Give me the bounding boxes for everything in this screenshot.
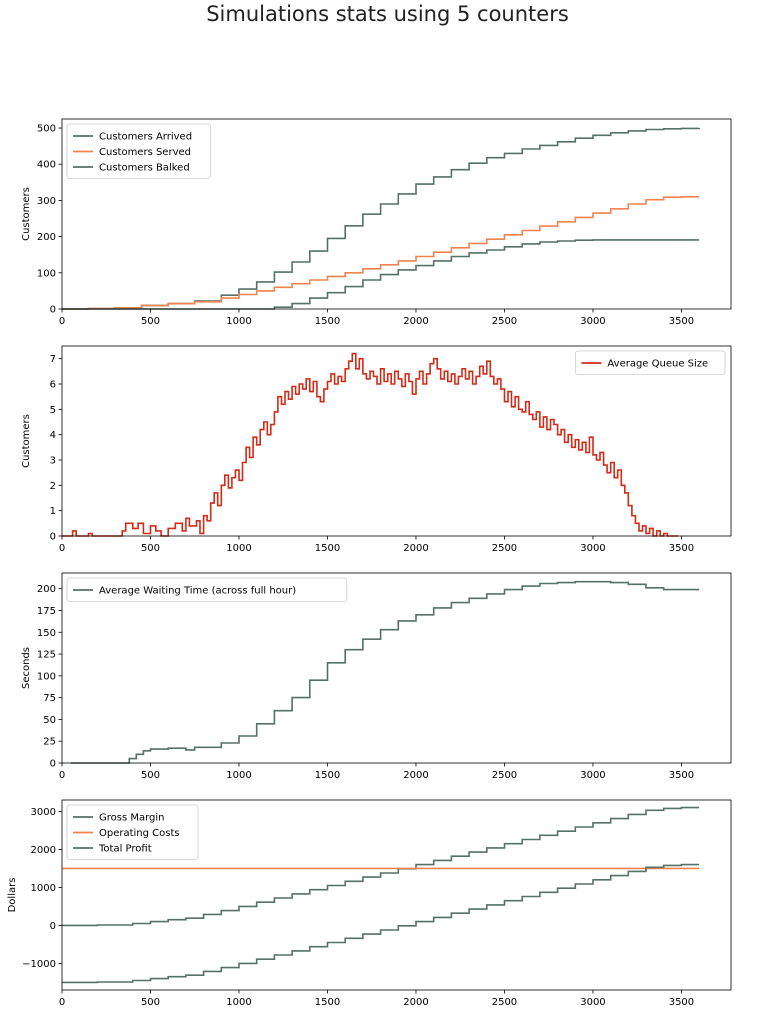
- x-tick-label: 2500: [492, 770, 517, 781]
- y-tick-label: 1000: [31, 883, 56, 894]
- x-tick-label: 500: [141, 543, 160, 554]
- legend-box: [66, 577, 348, 602]
- x-tick-label: 3500: [669, 770, 694, 781]
- x-tick-label: 0: [59, 316, 65, 327]
- legend-box: [66, 123, 211, 179]
- legend-label-total-profit: Total Profit: [98, 844, 152, 855]
- y-axis-label: Customers: [21, 187, 32, 241]
- subplot-waiting-time: 0 500 1000 1500 2000 2500 3000 3500 0 25 50 75 100 12…: [21, 572, 732, 781]
- legend-label-customers-balked: Customers Balked: [99, 163, 190, 174]
- y-tick-label: 200: [37, 232, 56, 243]
- y-axis-label: Seconds: [21, 647, 32, 689]
- subplot-arrivals: 0 500 1000 1500 2000 2500 3000 3500 0 100 200 300 40…: [21, 118, 732, 327]
- y-axis-label: Dollars: [7, 878, 18, 913]
- x-tick-label: 1000: [226, 316, 251, 327]
- x-tick-label: 500: [141, 770, 160, 781]
- y-tick-label: −1000: [22, 959, 56, 970]
- legend-label-customers-arrived: Customers Arrived: [99, 132, 192, 143]
- legend: Average Waiting Time (across full hour): [66, 577, 348, 602]
- y-tick-label: 150: [37, 628, 56, 639]
- y-tick-label: 500: [37, 124, 56, 135]
- y-tick-label: 400: [37, 160, 56, 171]
- x-tick-label: 2500: [492, 543, 517, 554]
- y-tick-label: 0: [50, 921, 56, 932]
- y-tick-label: 125: [37, 650, 56, 661]
- y-tick-label: 75: [43, 693, 56, 704]
- axes-frame: [61, 572, 732, 764]
- legend: Gross Margin Operating Costs Total Profit: [66, 804, 199, 860]
- legend: Average Queue Size: [575, 350, 726, 375]
- y-tick-label: 100: [37, 671, 56, 682]
- x-tick-label: 1500: [315, 543, 340, 554]
- series-line-total-profit: [62, 863, 700, 984]
- x-tick-label: 1000: [226, 543, 251, 554]
- y-tick-label: 50: [43, 715, 56, 726]
- legend-label-gross-margin: Gross Margin: [99, 813, 165, 824]
- x-tick-label: 2000: [403, 770, 428, 781]
- x-tick-label: 500: [141, 997, 160, 1008]
- legend: Customers Arrived Customers Served Custome…: [66, 123, 211, 179]
- figure-title: Simulations stats using 5 counters: [206, 2, 569, 26]
- y-tick-label: 100: [37, 268, 56, 279]
- y-tick-label: 3000: [31, 807, 56, 818]
- x-tick-label: 500: [141, 316, 160, 327]
- x-tick-label: 2000: [403, 997, 428, 1008]
- series-line-average-queue-size: [62, 352, 678, 537]
- x-tick-label: 1500: [315, 316, 340, 327]
- x-tick-label: 3000: [580, 997, 605, 1008]
- x-tick-label: 3500: [669, 543, 694, 554]
- legend-label-customers-served: Customers Served: [99, 147, 191, 158]
- x-tick-label: 1500: [315, 997, 340, 1008]
- legend-label-average-waiting-time-across-full-hour: Average Waiting Time (across full hour): [99, 586, 296, 597]
- y-tick-label: 300: [37, 196, 56, 207]
- x-tick-label: 0: [59, 770, 65, 781]
- x-tick-label: 2500: [492, 316, 517, 327]
- series-line-average-waiting-time-across-full-hour: [70, 580, 700, 764]
- x-tick-label: 3000: [580, 543, 605, 554]
- y-tick-label: 0: [50, 305, 56, 316]
- legend-box: [575, 350, 726, 375]
- legend-label-operating-costs: Operating Costs: [99, 828, 180, 839]
- y-tick-label: 200: [37, 584, 56, 595]
- x-tick-label: 0: [59, 543, 65, 554]
- series-line-customers-balked: [62, 239, 700, 310]
- y-tick-label: 2: [50, 481, 56, 492]
- axes-frame: [61, 345, 732, 537]
- x-tick-label: 0: [59, 997, 65, 1008]
- series-line-gross-margin: [62, 806, 700, 927]
- subplot-queue-size: 0 500 1000 1500 2000 2500 3000 3500 0 1 2 3 4 5 6 7 Cust…: [21, 345, 732, 554]
- legend-box: [66, 804, 199, 860]
- x-tick-label: 3000: [580, 770, 605, 781]
- legend-label-average-queue-size: Average Queue Size: [607, 359, 708, 370]
- x-tick-label: 3000: [580, 316, 605, 327]
- y-tick-label: 0: [50, 759, 56, 770]
- x-tick-label: 2000: [403, 316, 428, 327]
- y-tick-label: 4: [50, 430, 56, 441]
- y-axis-label: Customers: [21, 414, 32, 468]
- x-tick-label: 2500: [492, 997, 517, 1008]
- y-tick-label: 2000: [31, 845, 56, 856]
- x-tick-label: 3500: [669, 997, 694, 1008]
- y-tick-label: 3: [50, 456, 56, 467]
- y-tick-label: 6: [50, 380, 56, 391]
- x-tick-label: 2000: [403, 543, 428, 554]
- axes-frame: [61, 118, 732, 310]
- series-line-customers-served: [62, 196, 700, 310]
- y-tick-label: 25: [43, 737, 56, 748]
- y-tick-label: 7: [50, 354, 56, 365]
- y-tick-label: 0: [50, 532, 56, 543]
- axes-frame: [61, 799, 732, 991]
- y-tick-label: 175: [37, 606, 56, 617]
- y-tick-label: 1: [50, 506, 56, 517]
- x-tick-label: 3500: [669, 316, 694, 327]
- subplot-financials: 0 500 1000 1500 2000 2500 3000 3500 −1000 0 1000 20…: [7, 799, 732, 1008]
- x-tick-label: 1000: [226, 770, 251, 781]
- y-tick-label: 5: [50, 405, 56, 416]
- x-tick-label: 1000: [226, 997, 251, 1008]
- x-tick-label: 1500: [315, 770, 340, 781]
